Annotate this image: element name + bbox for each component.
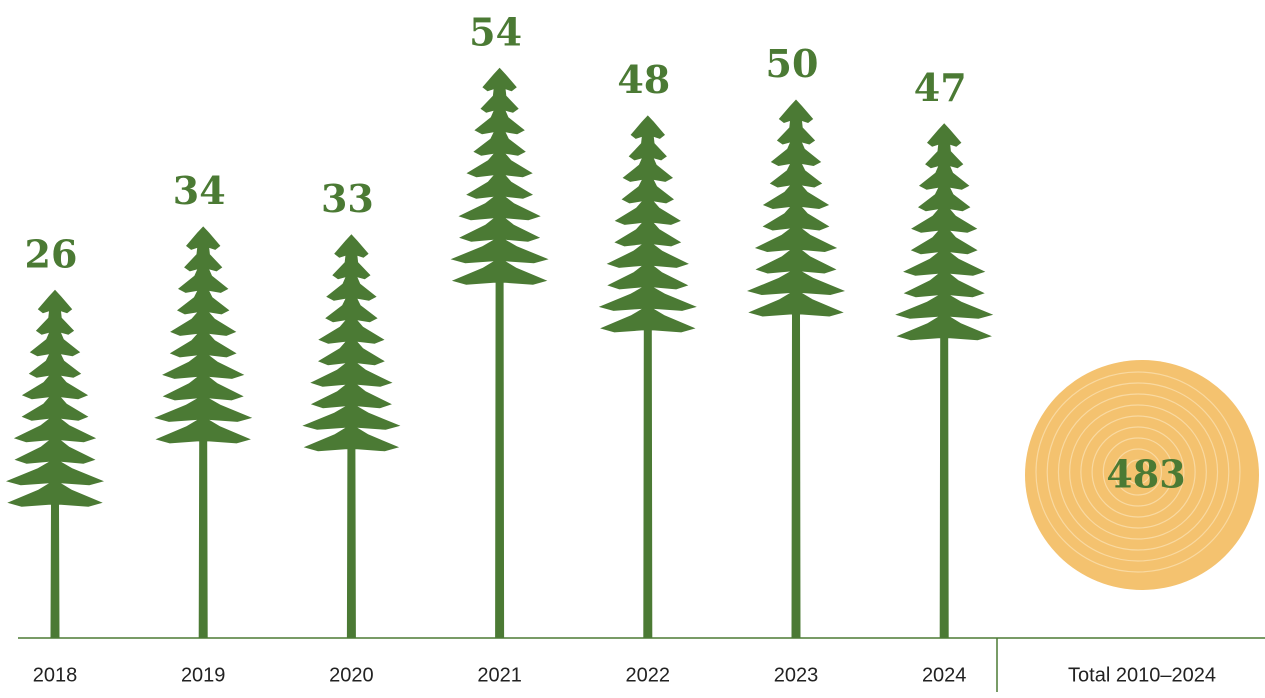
total-log: 483 xyxy=(1025,360,1259,590)
tree xyxy=(895,123,994,639)
log-ring xyxy=(1035,371,1241,573)
tree xyxy=(154,226,253,638)
tree xyxy=(302,234,401,639)
tree xyxy=(598,115,697,638)
log-ring xyxy=(1057,393,1219,551)
x-tick-label: 2019 xyxy=(181,664,226,686)
total-label: Total 2010–2024 xyxy=(1068,664,1216,686)
value-label: 26 xyxy=(25,231,78,276)
value-label: 34 xyxy=(173,168,226,213)
tree xyxy=(6,289,104,638)
x-tick-label: 2020 xyxy=(329,664,374,686)
log-ring xyxy=(1046,382,1230,562)
x-tick-label: 2022 xyxy=(626,664,671,686)
log-ring xyxy=(1113,448,1163,496)
tree xyxy=(747,99,845,638)
value-label: 54 xyxy=(469,9,522,54)
value-label: 47 xyxy=(914,65,967,110)
value-label: 33 xyxy=(321,176,374,221)
log-ring xyxy=(1091,426,1185,518)
log-face xyxy=(1025,360,1259,590)
value-label: 50 xyxy=(766,41,819,86)
x-tick-label: 2021 xyxy=(477,664,522,686)
x-tick-label: 2023 xyxy=(774,664,819,686)
log-ring xyxy=(1069,404,1207,540)
x-tick-label: 2018 xyxy=(33,664,78,686)
total-value: 483 xyxy=(1106,452,1185,497)
log-ring xyxy=(1125,459,1151,485)
x-tick-label: 2024 xyxy=(922,664,967,686)
log-ring xyxy=(1080,415,1196,529)
value-label: 48 xyxy=(617,57,670,102)
log-ring xyxy=(1102,437,1174,507)
tree xyxy=(450,67,549,639)
